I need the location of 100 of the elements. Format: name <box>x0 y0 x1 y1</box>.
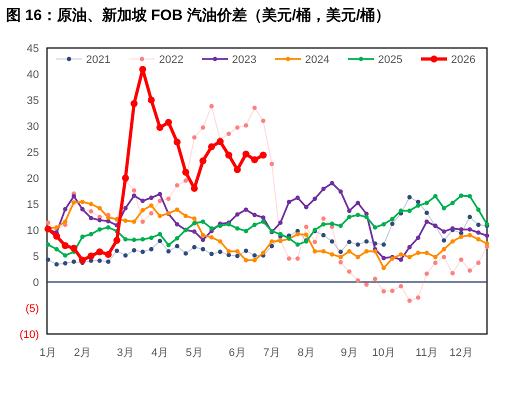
point <box>63 207 68 212</box>
point <box>450 270 455 276</box>
point <box>416 200 420 204</box>
point <box>106 225 110 230</box>
y-tick-label: 15 <box>26 199 39 211</box>
point <box>209 252 214 256</box>
point <box>96 248 104 256</box>
point <box>218 250 222 254</box>
point <box>347 269 352 274</box>
point <box>166 249 171 254</box>
point <box>476 230 481 235</box>
point <box>123 206 128 210</box>
point <box>235 254 240 258</box>
point <box>149 211 154 216</box>
point <box>54 262 59 267</box>
point <box>433 254 438 260</box>
point <box>270 239 274 244</box>
point <box>234 166 241 174</box>
point <box>347 240 352 244</box>
point <box>148 96 155 104</box>
point <box>184 178 188 183</box>
point <box>484 241 490 246</box>
point <box>209 104 214 108</box>
point <box>484 234 490 238</box>
point <box>468 227 472 232</box>
point <box>321 222 326 226</box>
point <box>218 224 222 228</box>
point <box>88 209 94 214</box>
point <box>166 242 171 248</box>
point <box>260 219 266 224</box>
point <box>200 219 206 224</box>
point <box>295 196 300 200</box>
point <box>140 250 145 254</box>
point <box>338 224 343 228</box>
point <box>356 242 360 247</box>
point <box>140 198 145 204</box>
point <box>88 202 94 206</box>
point <box>200 247 206 252</box>
point <box>165 118 172 126</box>
point <box>192 221 197 226</box>
point <box>304 224 308 230</box>
point <box>321 249 326 254</box>
point <box>252 222 257 227</box>
point <box>390 216 395 222</box>
point <box>209 226 214 231</box>
point <box>80 200 85 204</box>
point <box>450 239 455 244</box>
point <box>468 194 472 198</box>
point <box>416 250 420 256</box>
point <box>80 234 85 239</box>
point <box>184 251 188 256</box>
point <box>200 125 206 130</box>
point <box>330 222 334 226</box>
point <box>140 208 145 212</box>
point <box>468 233 472 238</box>
point <box>130 100 138 108</box>
point <box>174 244 180 248</box>
point <box>330 252 334 257</box>
point <box>330 239 334 244</box>
point <box>321 233 326 238</box>
point <box>260 152 267 159</box>
point <box>390 222 395 226</box>
point <box>244 248 248 253</box>
point <box>104 250 112 258</box>
point <box>182 168 190 176</box>
point <box>156 124 164 132</box>
point <box>97 218 102 222</box>
point <box>304 232 308 237</box>
point <box>132 193 136 198</box>
point <box>424 219 429 224</box>
point <box>407 254 412 260</box>
point <box>158 192 162 196</box>
y-tick-label: 45 <box>26 43 39 55</box>
point <box>260 250 266 256</box>
point <box>312 249 318 254</box>
point <box>278 220 283 225</box>
point <box>321 186 326 192</box>
point <box>174 183 180 188</box>
point <box>398 208 404 213</box>
point <box>356 212 360 218</box>
point <box>390 288 395 294</box>
point <box>356 200 360 206</box>
point <box>192 216 197 221</box>
point <box>184 214 188 218</box>
point <box>226 132 231 136</box>
point <box>433 260 438 265</box>
point <box>123 218 128 223</box>
point <box>364 239 369 244</box>
point <box>382 242 386 247</box>
y-tick-label: 35 <box>26 95 39 107</box>
point <box>140 237 145 242</box>
point <box>338 250 343 254</box>
point <box>62 242 69 250</box>
point <box>382 289 386 294</box>
point <box>356 278 360 283</box>
point <box>347 214 352 220</box>
y-tick-label: (5) <box>26 303 39 315</box>
point <box>398 284 404 288</box>
point <box>244 208 248 212</box>
x-tick-label: 5月 <box>186 347 203 359</box>
